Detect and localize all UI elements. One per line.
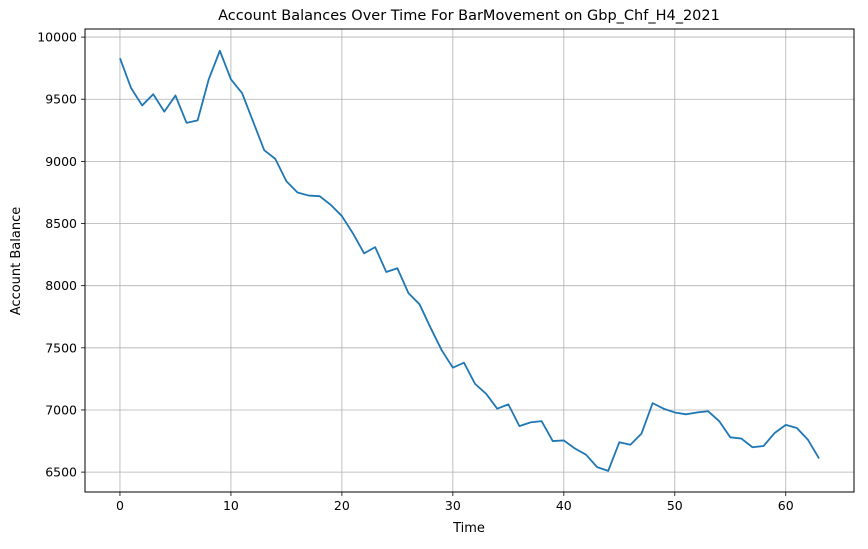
x-tick-label: 0 <box>116 498 124 513</box>
y-tick-label: 10000 <box>37 30 77 45</box>
grid-lines <box>85 29 854 492</box>
y-tick-label: 7000 <box>45 402 77 417</box>
series-layer <box>119 49 820 472</box>
plot-frame <box>84 28 855 493</box>
chart-title: Account Balances Over Time For BarMoveme… <box>218 8 720 24</box>
x-axis-label: Time <box>452 521 485 536</box>
y-axis-label: Account Balance <box>9 207 24 315</box>
axes: 0 10 20 30 40 50 60 6500 7000 7500 8000 8500 9000 950… <box>37 28 855 513</box>
x-tick-label: 50 <box>667 498 683 513</box>
x-tick-label: 40 <box>556 498 572 513</box>
series-line <box>119 49 820 472</box>
x-tick-label: 10 <box>223 498 239 513</box>
y-tick-label: 9000 <box>45 154 77 169</box>
x-tick-label: 30 <box>445 498 461 513</box>
y-tick-label: 8500 <box>45 216 77 231</box>
y-tick-label: 9500 <box>45 92 77 107</box>
x-tick-label: 60 <box>778 498 794 513</box>
y-tick-label: 7500 <box>45 340 77 355</box>
y-tick-label: 8000 <box>45 278 77 293</box>
y-tick-label: 6500 <box>45 465 77 480</box>
x-tick-label: 20 <box>334 498 350 513</box>
